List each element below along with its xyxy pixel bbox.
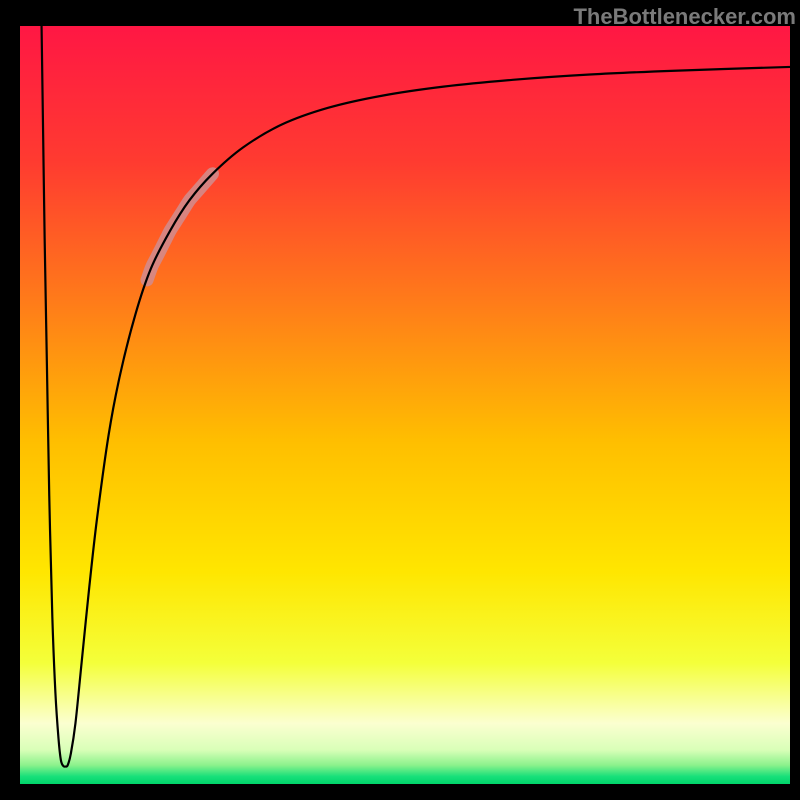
watermark-text: TheBottlenecker.com [573,4,796,30]
plot-area [20,26,790,784]
chart-frame: TheBottlenecker.com [0,0,800,800]
